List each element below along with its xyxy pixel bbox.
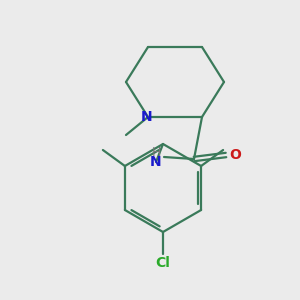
Text: N: N: [141, 110, 153, 124]
Text: O: O: [229, 148, 241, 162]
Text: H: H: [151, 146, 161, 158]
Text: N: N: [150, 155, 162, 169]
Text: Cl: Cl: [156, 256, 170, 270]
